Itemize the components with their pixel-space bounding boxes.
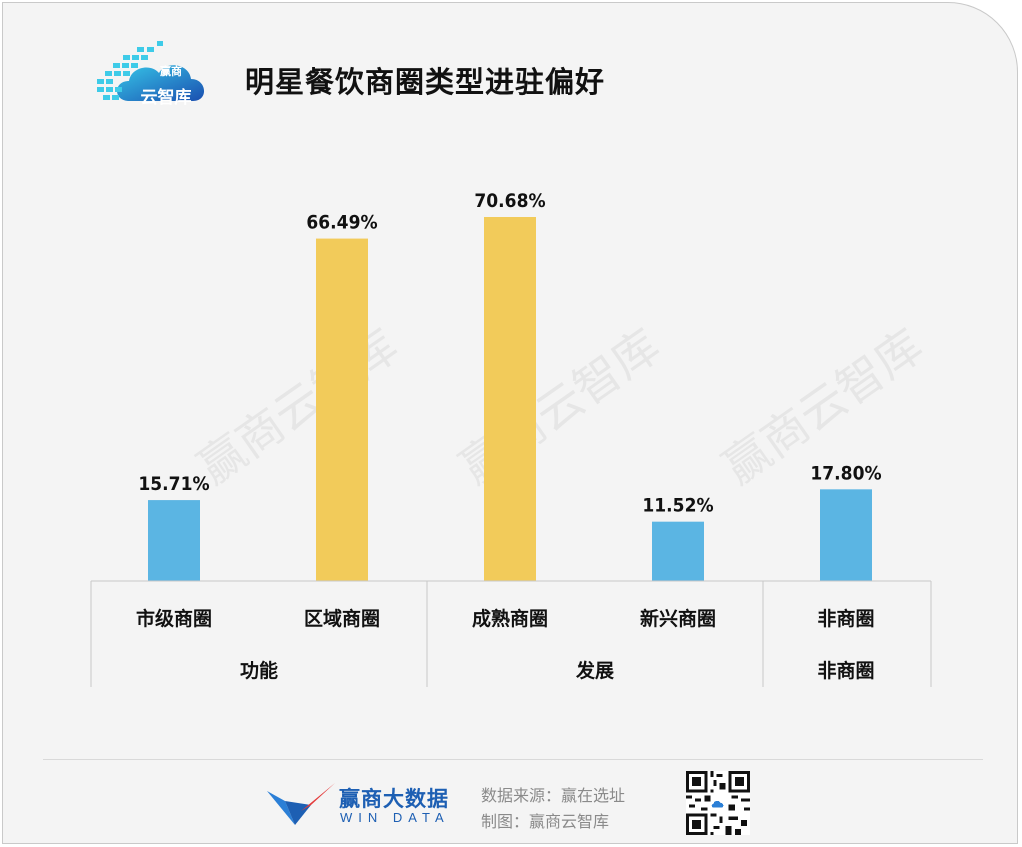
chart-title: 明星餐饮商圈类型进驻偏好 (245, 65, 606, 99)
logo-small-text: 赢商 (160, 65, 182, 78)
category-tick-label: 新兴商圈 (640, 607, 716, 630)
bar (652, 521, 704, 581)
footer-divider (43, 759, 983, 760)
bar (316, 238, 368, 581)
brand-name: 赢商大数据 (339, 787, 449, 811)
bar-value-label: 15.71% (138, 473, 209, 495)
source-text: 数据来源：赢在选址 (481, 786, 626, 805)
win-data-logo-icon (267, 783, 335, 825)
bar (820, 489, 872, 581)
bar (148, 500, 200, 581)
source-block: 数据来源：赢在选址 制图：赢商云智库 (481, 783, 625, 835)
brand-subtitle: WIN DATA (340, 810, 450, 825)
category-tick-label: 成熟商圈 (472, 607, 548, 630)
group-label: 非商圈 (817, 659, 874, 682)
logo-main-text: 云智库 (140, 88, 192, 108)
bar-value-label: 17.80% (810, 462, 881, 484)
qr-code-icon (686, 771, 750, 835)
bar (484, 216, 536, 582)
bar-value-label: 70.68% (474, 190, 545, 212)
category-tick-label: 非商圈 (817, 607, 874, 630)
credit-text: 制图：赢商云智库 (481, 812, 610, 831)
group-label: 功能 (240, 659, 278, 682)
bar-value-label: 66.49% (306, 212, 377, 234)
group-label: 发展 (575, 659, 614, 682)
bar-value-label: 11.52% (642, 495, 713, 517)
category-tick-label: 市级商圈 (136, 607, 212, 630)
cloud-logo-icon (97, 41, 205, 101)
category-tick-label: 区域商圈 (304, 607, 380, 630)
bar-chart: 15.71% 66.49% 70.68% 11.52% 17.80% 市级商圈 区域商圈 成熟… (90, 190, 932, 687)
